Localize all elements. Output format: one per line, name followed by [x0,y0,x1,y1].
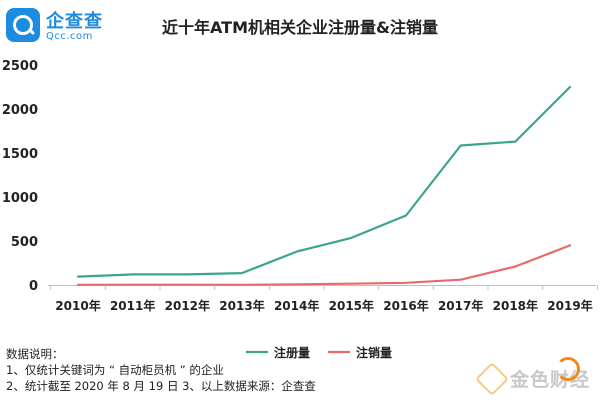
x-tick-label: 2014年 [274,298,319,313]
legend-label: 注册量 [274,345,310,360]
chart-legend: 注册量 注销量 [246,345,392,360]
chart-axes: 0 500 1000 1500 2000 2500 2010年 2011年 2012年 2013年… [2,59,598,313]
x-tick-label: 2012年 [165,298,210,313]
y-tick-label: 1000 [2,191,38,206]
y-tick-label: 500 [11,235,38,250]
x-tick-label: 2018年 [493,298,538,313]
notes-line-1: 1、仅统计关键词为 “ 自动柜员机 ” 的企业 [6,363,224,377]
x-tick-label: 2010年 [55,298,100,313]
data-notes: 数据说明： 1、仅统计关键词为 “ 自动柜员机 ” 的企业 2、统计截至 202… [6,346,316,394]
y-tick-label: 2000 [2,103,38,118]
qcc-logo: 企查查 Qcc.com [6,6,106,46]
y-tick-label: 0 [29,279,38,294]
jinse-watermark: 金色财经 [475,357,596,396]
chart-title: 近十年ATM机相关企业注册量&注销量 [162,18,438,37]
y-tick-label: 1500 [2,147,38,162]
watermark-diamond-icon [475,362,509,396]
x-tick-label: 2011年 [110,298,155,313]
series-line-registrations [76,85,572,278]
notes-heading: 数据说明： [6,347,64,361]
x-tick-label: 2013年 [219,298,264,313]
logo-name: 企查查 [46,11,103,32]
x-tick-label: 2017年 [438,298,483,313]
x-tick-label: 2016年 [383,298,428,313]
legend-label: 注销量 [356,345,392,360]
notes-line-2: 2、统计截至 2020 年 8 月 19 日 3、以上数据来源：企查查 [6,379,316,393]
watermark-ring-icon [556,357,580,381]
x-tick-label: 2019年 [547,298,592,313]
logo-subtitle: Qcc.com [46,31,93,42]
search-logo-icon [6,8,40,42]
series-layer [76,85,572,286]
series-line-cancellations [76,244,572,286]
y-tick-label: 2500 [2,59,38,74]
x-tick-label: 2015年 [329,298,374,313]
